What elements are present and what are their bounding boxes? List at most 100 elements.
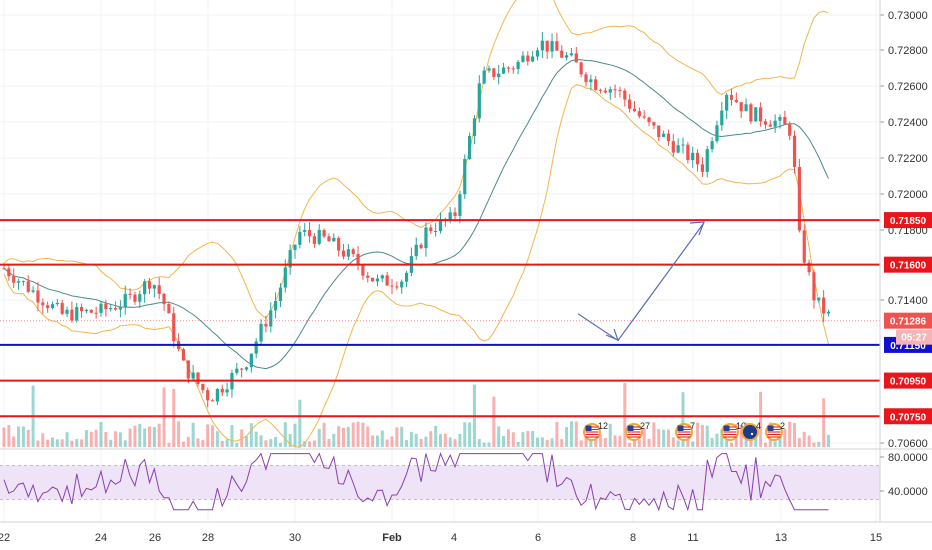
candle-body: [807, 262, 811, 273]
volume-bar: [288, 434, 292, 447]
candle-body: [210, 400, 215, 402]
volume-bar: [613, 435, 617, 447]
candle-body: [686, 144, 690, 161]
candle-body: [778, 117, 782, 121]
volume-bar: [691, 441, 695, 447]
candle-body: [259, 323, 263, 342]
candle-body: [506, 67, 510, 69]
volume-bar: [696, 422, 700, 447]
volume-bar: [356, 421, 360, 447]
volume-bar: [206, 424, 210, 447]
us-flag-icon[interactable]: 2: [765, 421, 785, 441]
us-flag-icon[interactable]: 7: [675, 421, 695, 441]
candle-body: [361, 265, 365, 276]
volume-bar: [720, 429, 724, 447]
candle-body: [424, 227, 428, 249]
volume-bar: [414, 433, 418, 447]
candle-body: [574, 53, 578, 63]
time-tick-label: 22: [0, 532, 10, 544]
volume-bar: [623, 383, 627, 447]
volume-bar: [666, 429, 670, 447]
candle-body: [662, 133, 666, 137]
candle-body: [366, 275, 370, 278]
volume-bar: [278, 442, 282, 447]
volume-bar: [12, 436, 16, 447]
candle-body: [700, 164, 704, 172]
volume-bar: [565, 427, 569, 447]
candle-body: [2, 268, 6, 270]
rsi-line: [3, 452, 829, 512]
candle-body: [400, 281, 404, 288]
bollinger-upper-line: [3, 0, 829, 319]
volume-bar: [443, 433, 447, 447]
candle-body: [739, 102, 743, 112]
volume-bar: [676, 440, 680, 447]
au-flag-icon[interactable]: 4: [741, 421, 761, 441]
us-flag-icon[interactable]: 27: [625, 421, 650, 441]
volume-bar: [526, 431, 530, 447]
volume-bar: [17, 426, 21, 447]
volume-bar: [482, 442, 486, 447]
candle-body: [628, 99, 632, 109]
candle-body: [380, 275, 384, 279]
price-axis-badges: 0.71850 0.71600 0.71150 0.70950 0.70750 0.712…: [884, 212, 932, 425]
candle-body: [817, 297, 821, 301]
projection-path[interactable]: [577, 221, 705, 342]
us-flag-icon[interactable]: 10: [721, 421, 746, 441]
candle-body: [788, 124, 792, 136]
candle-body: [249, 353, 253, 368]
volume-bar: [802, 431, 806, 447]
candle-body: [720, 110, 724, 126]
candle-body: [21, 281, 25, 283]
level-price-label: 0.70950: [890, 377, 927, 388]
volume-bar: [181, 441, 185, 447]
time-tick-label: 15: [870, 532, 882, 544]
volume-bar: [138, 423, 142, 447]
candle-body: [647, 117, 651, 123]
candle-body: [453, 212, 457, 216]
volume-bar: [283, 422, 287, 447]
volume-bar: [177, 421, 181, 447]
candle-body: [516, 61, 520, 70]
economic-event-markers[interactable]: 12 27 7 10 4 2: [583, 421, 785, 441]
candle-body: [303, 230, 307, 232]
candle-body: [274, 301, 278, 311]
candle-body: [288, 250, 292, 268]
volume-bar: [550, 438, 554, 447]
flag-face: [743, 425, 757, 439]
volume-bar: [361, 422, 365, 447]
level-price-label: 0.71150: [890, 341, 926, 352]
volume-bar: [574, 421, 578, 447]
volume-bar: [468, 422, 472, 447]
volume-bar: [264, 440, 268, 447]
candle-body: [36, 290, 40, 303]
candle-body: [133, 294, 137, 302]
event-count: 7: [690, 421, 695, 431]
volume-bar: [225, 439, 229, 447]
volume-bar: [293, 423, 297, 447]
us-flag-icon[interactable]: 12: [583, 421, 608, 441]
candle-body: [240, 368, 244, 370]
candle-body: [531, 56, 535, 62]
volume-bar: [167, 442, 171, 447]
volume-bar: [109, 439, 113, 447]
volume-bar: [89, 431, 93, 447]
candle-body: [94, 312, 98, 314]
volume-bar: [380, 430, 384, 447]
time-tick-label: 28: [202, 532, 214, 544]
volume-bar: [342, 427, 345, 447]
volume-bar: [390, 436, 394, 447]
price-tick-label: 0.72200: [888, 153, 928, 165]
candle-body: [60, 302, 64, 314]
horizontal-levels[interactable]: [0, 219, 880, 418]
candle-body: [545, 40, 549, 52]
volume-bar: [759, 391, 763, 447]
grid-lines: [0, 0, 880, 522]
volume-bar: [172, 388, 176, 447]
candle-body: [565, 55, 569, 58]
candle-body: [725, 94, 729, 111]
volume-bar: [191, 422, 195, 447]
volume-bar: [579, 440, 583, 447]
candle-body: [492, 68, 496, 78]
